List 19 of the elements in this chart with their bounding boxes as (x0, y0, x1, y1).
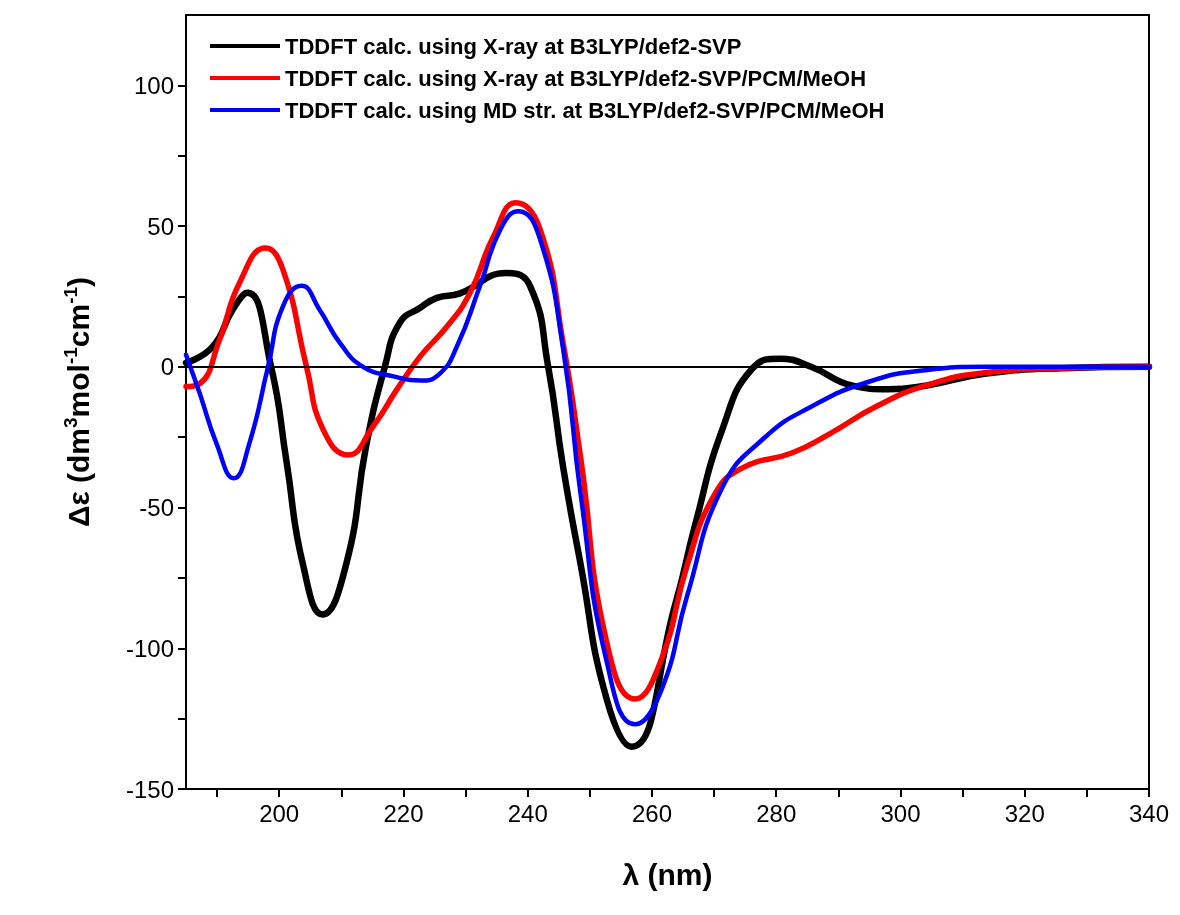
y-tick-label: -100 (125, 634, 174, 662)
y-axis-title: Δε (dm3mol-1cm-1) (60, 276, 95, 528)
y-tick-label: 50 (147, 212, 174, 240)
x-tick-label: 300 (880, 799, 921, 827)
x-tick-label: 260 (631, 799, 672, 827)
legend-label: TDDFT calc. using X-ray at B3LYP/def2-SVP (285, 33, 742, 59)
x-axis-title: λ (nm) (622, 857, 713, 891)
y-tick-label: -150 (125, 775, 174, 803)
legend-label: TDDFT calc. using X-ray at B3LYP/def2-SVP/PCM/MeOH (285, 65, 867, 91)
x-tick-label: 240 (507, 799, 548, 827)
x-tick-label: 340 (1128, 799, 1170, 827)
y-tick-label: 0 (160, 353, 174, 381)
legend-label: TDDFT calc. using MD str. at B3LYP/def2-SVP/PCM/MeOH (285, 97, 885, 123)
x-tick-label: 280 (756, 799, 797, 827)
x-tick-label: 220 (383, 799, 424, 827)
x-tick-label: 200 (259, 799, 300, 827)
x-tick-label: 320 (1004, 799, 1045, 827)
y-tick-label: 100 (133, 71, 174, 99)
y-tick-label: -50 (139, 494, 174, 522)
